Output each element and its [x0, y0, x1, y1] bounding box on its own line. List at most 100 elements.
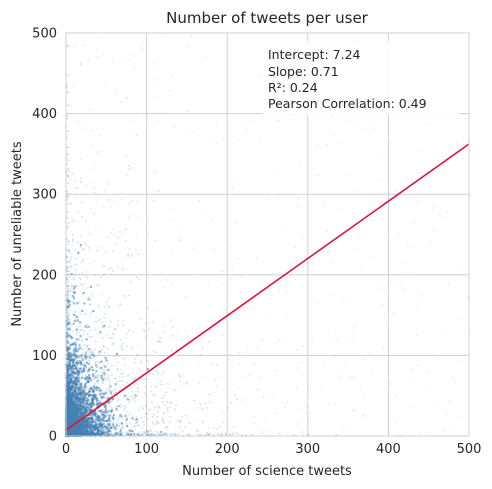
scatter-point: [103, 406, 106, 409]
scatter-point: [77, 434, 80, 437]
scatter-point: [68, 309, 71, 311]
scatter-point: [80, 404, 83, 407]
scatter-point: [85, 433, 87, 436]
scatter-point: [75, 434, 78, 437]
scatter-point: [106, 411, 109, 413]
scatter-point: [67, 433, 69, 435]
scatter-point: [68, 260, 71, 263]
scatter-point: [67, 358, 69, 360]
scatter-point: [123, 409, 125, 412]
scatter-point: [170, 402, 173, 404]
scatter-point: [139, 361, 142, 364]
scatter-point: [66, 334, 69, 336]
scatter-point: [181, 415, 184, 418]
scatter-point: [81, 433, 84, 436]
scatter-point: [418, 305, 420, 307]
scatter-point: [79, 386, 81, 388]
scatter-point: [81, 434, 84, 437]
scatter-point: [65, 414, 68, 417]
scatter-point: [67, 400, 69, 402]
scatter-point: [130, 433, 132, 435]
scatter-point: [135, 416, 138, 419]
scatter-point: [69, 431, 72, 434]
scatter-point: [71, 265, 73, 268]
scatter-point: [173, 432, 175, 435]
scatter-point: [66, 290, 69, 293]
scatter-point: [68, 170, 70, 173]
scatter-point: [128, 217, 130, 220]
scatter-point: [102, 430, 105, 432]
scatter-point: [83, 433, 86, 436]
scatter-point: [165, 425, 167, 427]
scatter-point: [84, 355, 86, 358]
scatter-point: [216, 385, 218, 388]
scatter-point: [71, 403, 73, 406]
scatter-point: [67, 297, 69, 299]
scatter-point: [67, 434, 69, 436]
scatter-point: [73, 407, 75, 409]
scatter-point: [85, 433, 88, 436]
scatter-point: [102, 420, 105, 422]
scatter-point: [69, 434, 72, 437]
scatter-point: [243, 310, 245, 312]
scatter-point: [359, 388, 362, 390]
scatter-point: [72, 421, 75, 425]
scatter-point: [87, 373, 90, 377]
scatter-point: [75, 410, 78, 412]
scatter-point: [84, 313, 86, 315]
scatter-point: [112, 425, 116, 428]
scatter-point: [351, 341, 353, 343]
scatter-point: [80, 283, 82, 285]
scatter-point: [82, 433, 84, 435]
scatter-point: [66, 277, 69, 280]
scatter-point: [217, 376, 220, 378]
scatter-point: [114, 434, 117, 436]
scatter-point: [415, 334, 418, 337]
scatter-point: [70, 389, 73, 391]
scatter-point: [66, 376, 69, 378]
scatter-point: [109, 380, 112, 382]
scatter-point: [216, 363, 218, 366]
scatter-point: [80, 421, 84, 424]
scatter-point: [137, 253, 140, 255]
scatter-point: [167, 365, 169, 367]
scatter-point: [212, 391, 214, 394]
scatter-point: [465, 117, 468, 119]
scatter-point: [310, 354, 312, 357]
scatter-point: [75, 386, 77, 388]
scatter-point: [72, 342, 76, 345]
scatter-point: [136, 425, 139, 427]
scatter-point: [103, 374, 106, 376]
scatter-point: [141, 433, 143, 436]
scatter-point: [106, 334, 108, 337]
scatter-point: [93, 424, 96, 427]
scatter-point: [66, 395, 69, 398]
scatter-point: [101, 293, 103, 295]
scatter-point: [152, 321, 154, 324]
scatter-point: [395, 190, 397, 193]
scatter-point: [115, 424, 119, 427]
scatter-point: [76, 411, 78, 414]
scatter-point: [66, 279, 68, 281]
scatter-point: [90, 379, 93, 382]
scatter-point: [130, 433, 133, 435]
scatter-point: [78, 391, 81, 395]
scatter-point: [70, 369, 73, 372]
scatter-point: [104, 410, 107, 413]
scatter-point: [85, 434, 87, 437]
scatter-point: [237, 433, 239, 435]
scatter-point: [78, 427, 81, 431]
scatter-point: [72, 410, 74, 413]
scatter-point: [83, 355, 87, 358]
scatter-point: [76, 415, 79, 418]
scatter-point: [66, 427, 68, 430]
scatter-point: [77, 404, 79, 407]
scatter-point: [98, 409, 100, 412]
scatter-point: [117, 419, 119, 422]
scatter-point: [153, 413, 155, 416]
scatter-point: [127, 253, 129, 256]
scatter-point: [100, 418, 103, 422]
scatter-point: [120, 433, 122, 436]
scatter-point: [93, 403, 96, 406]
scatter-point: [101, 409, 103, 411]
